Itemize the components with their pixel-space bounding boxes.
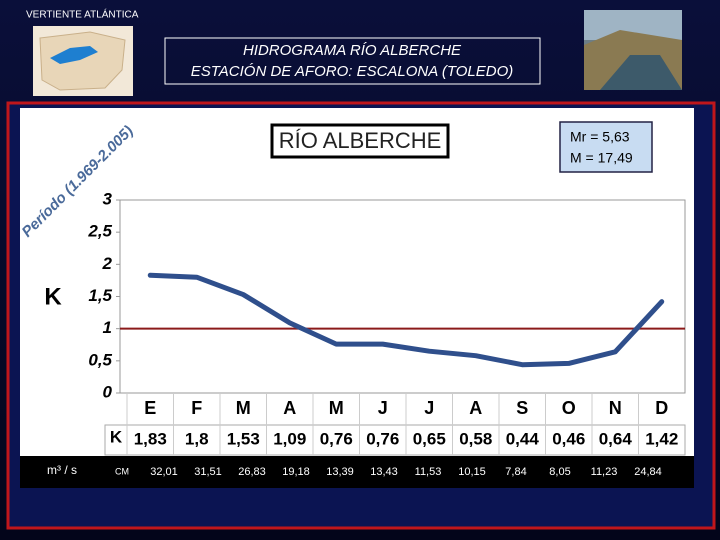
y-tick-label: 2: [102, 254, 113, 273]
map-thumbnail: [33, 26, 133, 96]
x-tick-label: A: [469, 398, 482, 418]
y-tick-label: 1,5: [88, 286, 112, 305]
subtitle: ESTACIÓN DE AFORO: ESCALONA (TOLEDO): [191, 63, 514, 80]
flow-value: 13,43: [370, 466, 398, 478]
x-tick-label: J: [424, 398, 434, 418]
y-tick-label: 2,5: [87, 222, 112, 241]
k-row-header: K: [110, 427, 123, 446]
title-box: [164, 37, 541, 85]
flow-value: 19,18: [282, 466, 310, 478]
x-tick-label: A: [283, 398, 296, 418]
flow-value: 8,05: [549, 466, 570, 478]
x-tick-label: S: [516, 398, 528, 418]
k-row: [104, 424, 686, 456]
x-tick-label: M: [329, 398, 344, 418]
y-tick-label: 0,5: [88, 350, 112, 369]
value-label: 0,58: [459, 429, 492, 448]
flow-label: m³ / s: [47, 463, 77, 477]
value-label: 1,83: [134, 429, 167, 448]
y-axis-label: K: [44, 283, 62, 310]
y-tick-label: 0: [103, 382, 113, 401]
y-tick-label: 3: [103, 189, 113, 208]
value-label: 1,09: [273, 429, 306, 448]
x-tick-label: N: [609, 398, 622, 418]
stats-box: [559, 121, 653, 173]
flow-unit: CM: [115, 466, 129, 476]
region-label: VERTIENTE ATLÁNTICA: [26, 8, 139, 21]
flow-value: 13,39: [326, 466, 354, 478]
value-label: 0,76: [366, 429, 399, 448]
flow-row: [20, 456, 694, 488]
value-label: 1,8: [185, 429, 209, 448]
chart-title-box: [270, 123, 450, 159]
flow-value: 31,51: [194, 466, 222, 478]
stat-mr: Mr = 5,63: [570, 129, 630, 145]
chart-title: RÍO ALBERCHE: [279, 128, 442, 153]
x-tick-label: M: [236, 398, 251, 418]
value-label: 1,53: [227, 429, 260, 448]
x-tick-label: O: [562, 398, 576, 418]
flow-value: 10,15: [458, 466, 486, 478]
x-tick-label: E: [144, 398, 156, 418]
value-label: 0,65: [413, 429, 446, 448]
y-tick-label: 1: [103, 318, 112, 337]
x-tick-label: J: [378, 398, 388, 418]
x-tick-label: F: [191, 398, 202, 418]
value-label: 0,76: [320, 429, 353, 448]
flow-value: 26,83: [238, 466, 266, 478]
flow-value: 24,84: [634, 466, 662, 478]
river-photo: [584, 10, 682, 90]
flow-value: 7,84: [505, 466, 526, 478]
stat-m: M = 17,49: [570, 150, 633, 166]
flow-value: 32,01: [150, 466, 178, 478]
data-line: [147, 272, 665, 368]
value-label: 1,42: [645, 429, 678, 448]
flow-value: 11,23: [591, 466, 618, 478]
flow-value: 11,53: [415, 466, 442, 478]
value-label: 0,64: [599, 429, 633, 448]
value-label: 0,44: [506, 429, 540, 448]
x-tick-label: D: [655, 398, 668, 418]
value-label: 0,46: [552, 429, 585, 448]
title: HIDROGRAMA RÍO ALBERCHE: [243, 42, 462, 59]
